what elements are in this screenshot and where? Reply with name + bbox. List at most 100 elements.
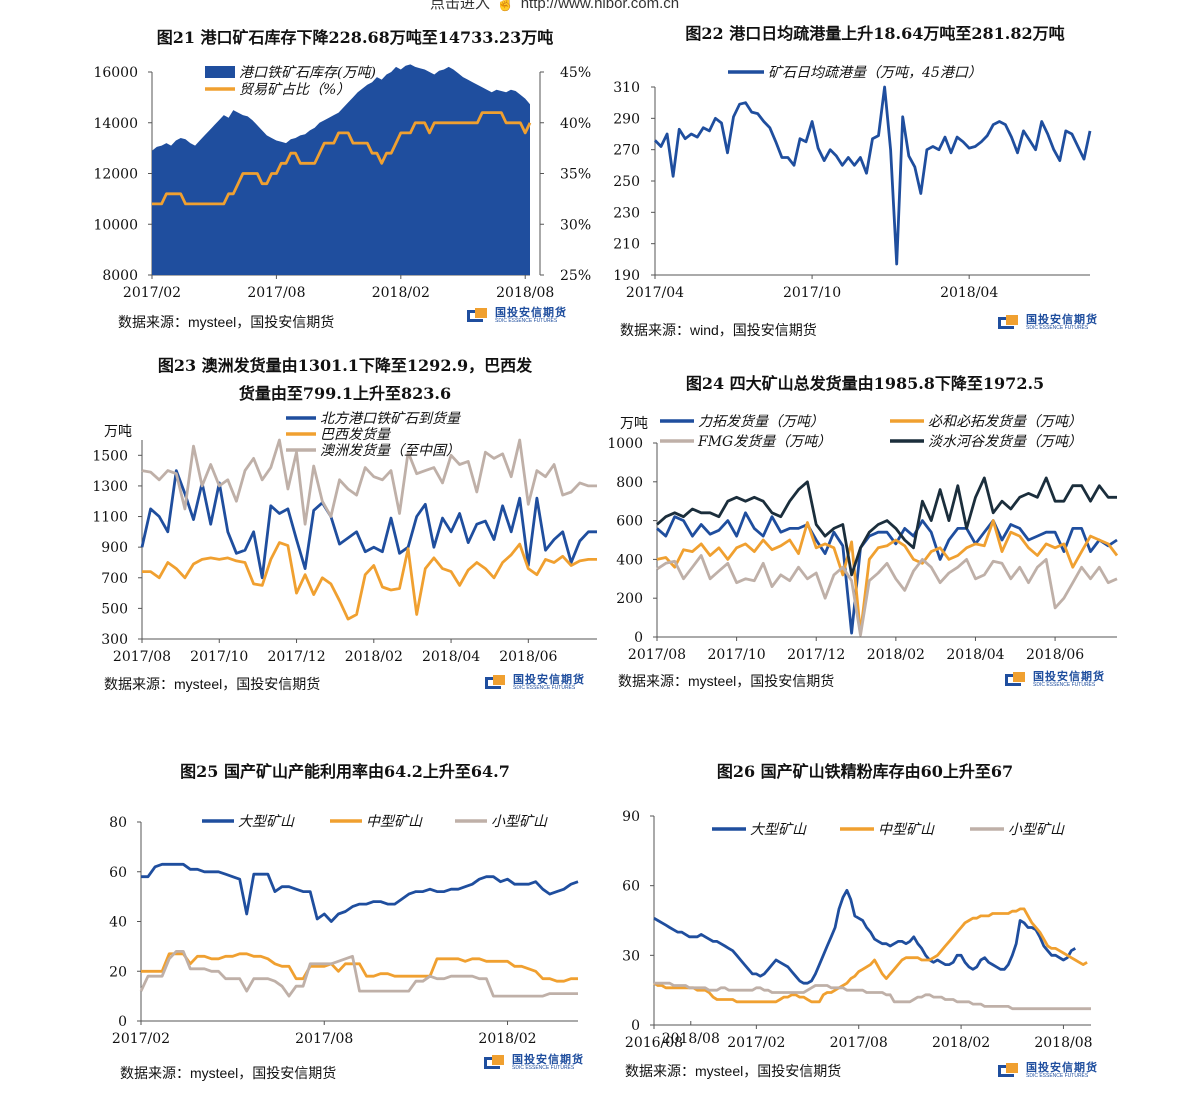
c25-xtick-label: 2017/02 <box>112 1031 170 1047</box>
c26-series-1-line <box>653 907 1088 1004</box>
c22-ytick-label: 290 <box>613 111 640 127</box>
c23-xtick-label: 2018/04 <box>422 649 480 665</box>
c23-ytick-label: 1500 <box>92 448 128 464</box>
c22-ytick-label: 230 <box>613 205 640 221</box>
c25-legend-label: 大型矿山 <box>238 814 295 830</box>
chart24-title: 图24 四大矿山总发货量由1985.8下降至1972.5 <box>685 374 1045 393</box>
c25-xtick-label: 2018/08 <box>662 1031 720 1047</box>
top-link-url[interactable]: http://www.hibor.com.cn <box>520 0 680 12</box>
c23-ytick-label: 300 <box>101 632 128 648</box>
c21-ytick-label: 14000 <box>93 116 138 132</box>
c23-ytick-label: 900 <box>101 540 128 556</box>
chart26-source: 数据来源：mysteel，国投安信期货 <box>625 1063 842 1079</box>
c24-xtick-label: 2017/08 <box>628 647 686 663</box>
c24-xtick-label: 2017/12 <box>787 647 845 663</box>
logo-en: SDIC ESSENCE FUTURES <box>495 318 558 324</box>
c26-legend-label: 大型矿山 <box>750 822 807 838</box>
chart26-title: 图26 国产矿山铁精粉库存由60上升至67 <box>716 762 1014 781</box>
c23-series-2-line <box>141 438 597 526</box>
chart21-title: 图21 港口矿石库存下降228.68万吨至14733.23万吨 <box>156 28 554 47</box>
c25-series-1-line <box>141 952 578 983</box>
c25-xtick-label: 2018/02 <box>478 1031 536 1047</box>
c25-legend-label: 小型矿山 <box>491 814 548 830</box>
c23-xtick-label: 2017/12 <box>267 649 325 665</box>
c24-ytick-label: 0 <box>634 630 643 646</box>
chart21-source: 数据来源：mysteel，国投安信期货 <box>118 314 335 330</box>
c26-xtick-label: 2016/08 <box>625 1035 683 1051</box>
logo: 国投安信期货 SDIC ESSENCE FUTURES <box>485 673 585 693</box>
c26-legend-label: 小型矿山 <box>1008 822 1065 838</box>
logo-mark-icon <box>484 1055 508 1071</box>
c23-ytick-label: 500 <box>101 601 128 617</box>
c21-legend-swatch <box>205 66 235 78</box>
c25-ytick-label: 60 <box>109 865 127 881</box>
logo: 国投安信期货 SDIC ESSENCE FUTURES <box>467 306 567 326</box>
logo-cn: 国投安信期货 <box>512 1054 584 1066</box>
c24-legend-label: FMG发货量（万吨） <box>697 434 831 450</box>
c26-ytick-label: 30 <box>622 948 640 964</box>
c23-xtick-label: 2017/08 <box>113 649 171 665</box>
c23-series-0-line <box>140 469 597 580</box>
logo-cn: 国投安信期货 <box>1026 314 1098 326</box>
logo: 国投安信期货 SDIC ESSENCE FUTURES <box>1005 670 1105 690</box>
logo-mark-icon <box>467 308 491 324</box>
c25-ytick-label: 40 <box>109 915 127 931</box>
c22-ytick-label: 210 <box>613 237 640 253</box>
c26-xtick-label: 2017/02 <box>727 1035 785 1051</box>
logo: 国投安信期货 SDIC ESSENCE FUTURES <box>484 1053 584 1073</box>
c23-xtick-label: 2017/10 <box>190 649 248 665</box>
logo-en: SDIC ESSENCE FUTURES <box>1026 1073 1089 1079</box>
top-link-text[interactable]: 点击进入 <box>430 0 491 12</box>
c23-ytick-label: 1300 <box>92 479 128 495</box>
c22-legend-label: 矿石日均疏港量（万吨，45港口） <box>768 65 982 81</box>
c21-legend-label: 贸易矿占比（%） <box>239 82 350 98</box>
c24-legend-label: 必和必拓发货量（万吨） <box>928 414 1082 430</box>
c22-xtick-label: 2018/04 <box>940 285 998 301</box>
c22-series-0-line <box>653 85 1092 266</box>
c24-ylabel: 万吨 <box>620 416 648 432</box>
chart25-title: 图25 国产矿山产能利用率由64.2上升至64.7 <box>180 762 510 781</box>
c26-xtick-label: 2018/08 <box>1034 1035 1092 1051</box>
c23-xtick-label: 2018/02 <box>345 649 403 665</box>
logo-mark-icon <box>998 315 1022 331</box>
c26-series-0-line <box>653 888 1076 985</box>
c21-y2tick-label: 30% <box>560 217 591 233</box>
c21-xtick-label: 2017/08 <box>247 285 305 301</box>
c25-series-2-line <box>139 950 578 998</box>
c24-series-1-line <box>656 519 1119 635</box>
chart22-title: 图22 港口日均疏港量上升18.64万吨至281.82万吨 <box>685 24 1065 43</box>
logo-en: SDIC ESSENCE FUTURES <box>1026 325 1089 331</box>
c24-series-2-line <box>656 554 1118 637</box>
chart25-source: 数据来源：mysteel，国投安信期货 <box>120 1065 337 1081</box>
c26-xtick-label: 2018/02 <box>932 1035 990 1051</box>
c21-ytick-label: 12000 <box>93 167 138 183</box>
c24-xtick-label: 2018/02 <box>867 647 925 663</box>
c24-series-0-line <box>656 511 1118 635</box>
c25-ytick-label: 20 <box>109 964 127 980</box>
c22-xtick-label: 2017/04 <box>626 285 684 301</box>
logo-en: SDIC ESSENCE FUTURES <box>1033 682 1096 688</box>
logo-cn: 国投安信期货 <box>513 674 585 686</box>
logo: 国投安信期货 SDIC ESSENCE FUTURES <box>998 313 1098 333</box>
c24-series-3-line <box>656 476 1117 577</box>
c21-y2tick-label: 35% <box>560 167 591 183</box>
c23-legend-label: 巴西发货量 <box>320 427 392 443</box>
c22-ytick-label: 270 <box>613 143 640 159</box>
c21-y2tick-label: 25% <box>560 268 591 284</box>
logo-en: SDIC ESSENCE FUTURES <box>513 685 576 691</box>
top-link[interactable]: 点击进入 ☝ http://www.hibor.com.cn <box>430 0 679 13</box>
c23-ytick-label: 700 <box>101 571 128 587</box>
chart23-title-line2: 货量由至799.1上升至823.6 <box>238 384 452 403</box>
c21-xtick-label: 2018/08 <box>496 285 554 301</box>
c22-ytick-label: 310 <box>613 80 640 96</box>
logo-cn: 国投安信期货 <box>495 307 567 319</box>
c25-ytick-label: 80 <box>109 815 127 831</box>
c21-legend-label: 港口铁矿石库存(万吨) <box>239 65 376 81</box>
c24-ytick-label: 600 <box>616 514 643 530</box>
c21-ytick-label: 10000 <box>93 217 138 233</box>
c23-legend-label: 北方港口铁矿石到货量 <box>320 411 462 427</box>
c26-ytick-label: 90 <box>622 809 640 825</box>
c21-y2tick-label: 40% <box>560 116 591 132</box>
c22-xtick-label: 2017/10 <box>783 285 841 301</box>
